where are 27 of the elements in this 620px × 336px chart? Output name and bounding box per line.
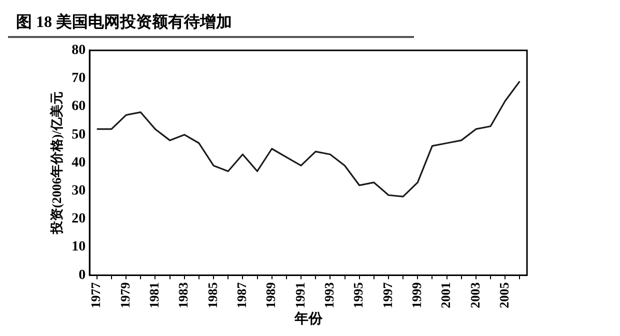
y-tick-label: 80: [72, 43, 86, 58]
chart-title: 图 18 美国电网投资额有待增加: [8, 8, 414, 38]
x-tick-label: 2001: [438, 282, 454, 308]
x-tick-label: 1991: [292, 282, 308, 308]
x-tick-label: 1989: [263, 282, 278, 308]
x-tick-label: 1993: [322, 282, 337, 308]
y-tick-label: 40: [72, 155, 86, 170]
y-tick-label: 30: [72, 184, 86, 199]
y-tick-label: 50: [72, 127, 86, 142]
y-tick-label: 20: [72, 212, 86, 227]
x-tick-label: 1979: [117, 282, 132, 308]
y-tick-label: 70: [72, 71, 86, 86]
x-tick-label: 1985: [204, 282, 220, 308]
x-tick-label: 2005: [496, 282, 512, 308]
x-tick-label: 1997: [380, 282, 395, 308]
y-tick-label: 10: [72, 240, 86, 255]
x-tick-label: 1999: [409, 282, 424, 308]
x-tick-label: 1981: [146, 282, 162, 308]
y-tick-label: 60: [72, 99, 86, 114]
x-tick-label: 1987: [234, 282, 250, 308]
y-tick-label: 0: [78, 268, 86, 283]
x-tick-label: 2003: [467, 282, 482, 308]
x-tick-label: 1977: [88, 282, 104, 308]
x-tick-label: 1983: [176, 282, 191, 308]
y-axis-title: 投资(2006年价格)/亿美元: [49, 92, 64, 235]
x-tick-label: 1995: [350, 282, 366, 308]
x-axis-title: 年份: [293, 311, 324, 328]
